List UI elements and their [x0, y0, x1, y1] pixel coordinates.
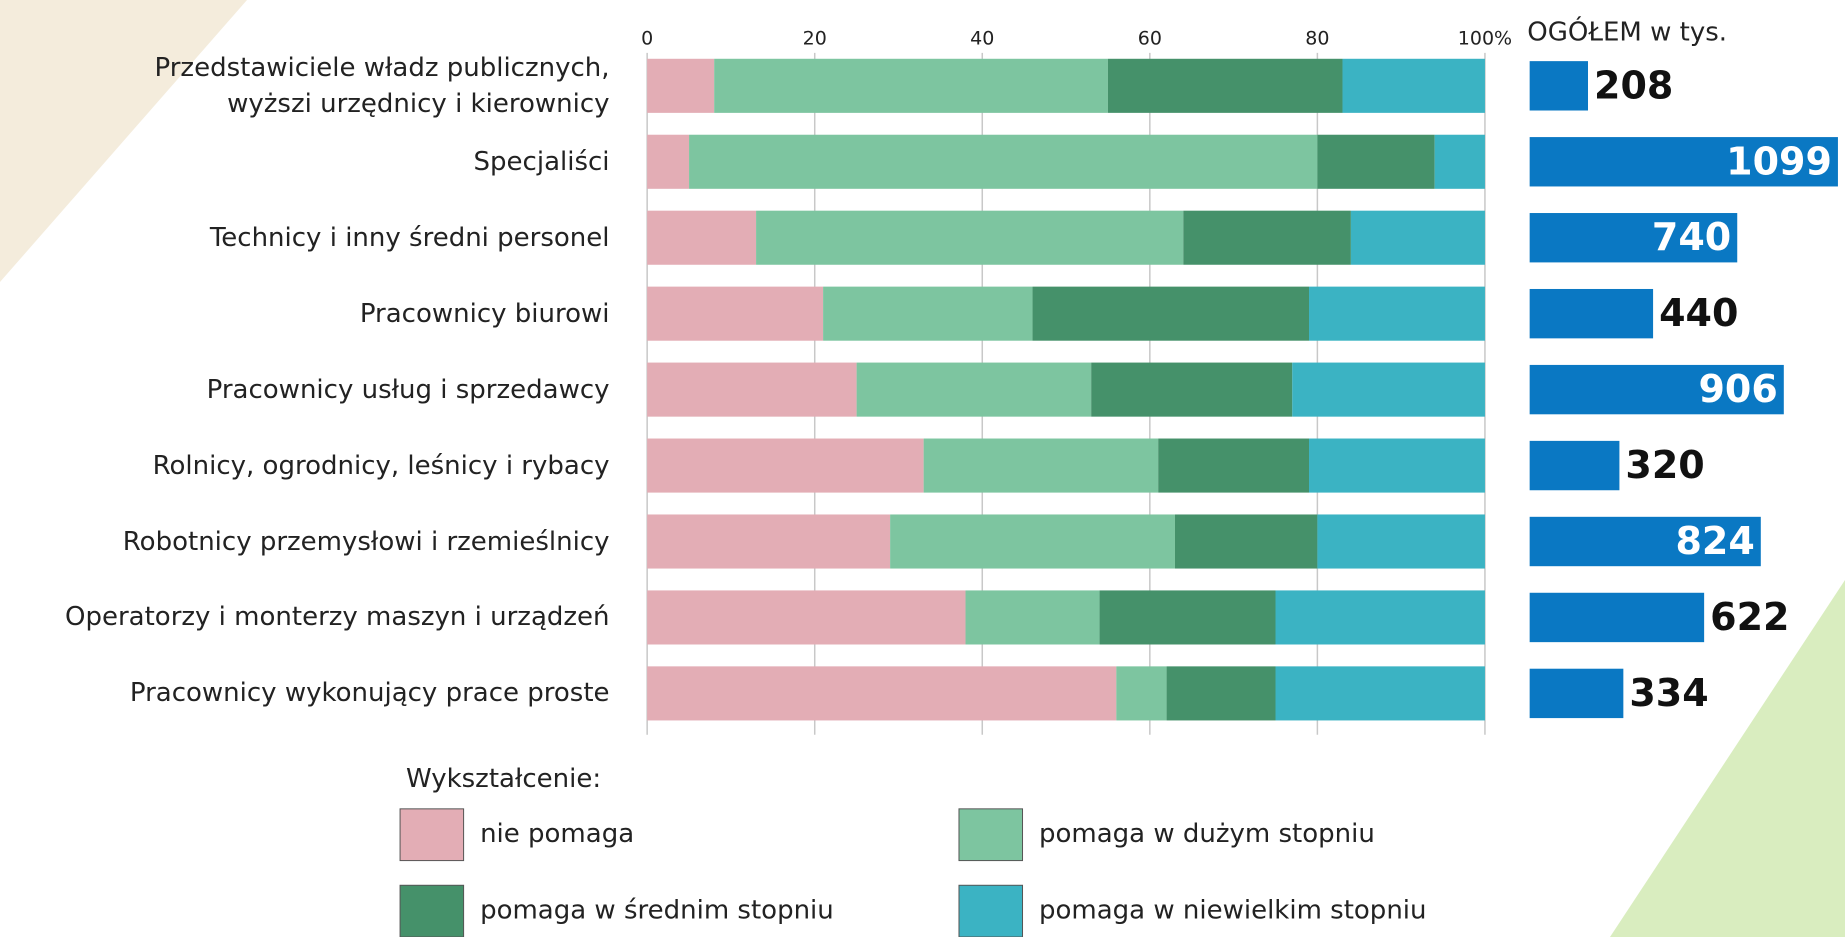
- bar-segment: [823, 287, 1032, 341]
- bar-segment: [1158, 439, 1309, 493]
- bar-segment: [756, 211, 1183, 265]
- total-bar: [1530, 593, 1704, 642]
- bar-segment: [1108, 59, 1343, 113]
- bar-segment: [966, 590, 1100, 644]
- category-label: Robotnicy przemysłowi i rzemieślnicy: [123, 524, 610, 560]
- bar-segment: [1435, 135, 1485, 189]
- legend-swatch: [400, 809, 464, 861]
- bar-segment: [689, 135, 1317, 189]
- bar-segment: [924, 439, 1159, 493]
- bar-segment: [1091, 363, 1292, 417]
- bar-segment: [714, 59, 1108, 113]
- category-label: Operatorzy i monterzy maszyn i urządzeń: [65, 599, 610, 635]
- bar-segment: [647, 514, 890, 568]
- bar-segment: [1116, 666, 1166, 720]
- legend-swatch: [959, 809, 1023, 861]
- category-label: Pracownicy usług i sprzedawcy: [207, 372, 610, 408]
- bar-segment: [647, 666, 1116, 720]
- bar-segment: [1275, 590, 1484, 644]
- x-tick-label: 40: [970, 27, 994, 49]
- legend-swatch: [400, 885, 464, 937]
- category-label: Rolnicy, ogrodnicy, leśnicy i rybacy: [153, 448, 610, 484]
- total-label: 622: [1710, 595, 1789, 639]
- bar-segment: [1167, 666, 1276, 720]
- legend-label: nie pomaga: [480, 819, 634, 849]
- bar-segment: [647, 287, 823, 341]
- x-tick-label: 80: [1305, 27, 1329, 49]
- legend-label: pomaga w dużym stopniu: [1039, 819, 1375, 849]
- total-label: 208: [1594, 63, 1673, 107]
- bar-segment: [647, 211, 756, 265]
- legend-swatch: [959, 885, 1023, 937]
- total-bar: [1530, 289, 1653, 338]
- category-label: Technicy i inny średni personel: [210, 220, 610, 256]
- bar-segment: [1309, 287, 1485, 341]
- bar-segment: [1317, 135, 1434, 189]
- bar-segment: [1033, 287, 1309, 341]
- bar-segment: [647, 59, 714, 113]
- total-label: 906: [1698, 367, 1777, 411]
- total-label: 1099: [1726, 139, 1832, 183]
- bar-segment: [1175, 514, 1317, 568]
- category-label: Pracownicy biurowi: [360, 296, 610, 332]
- page: 0 20 40 60 80 100% OGÓŁEM w tys. 208 1099 740 440 9…: [0, 0, 1845, 937]
- total-bar: [1530, 441, 1620, 490]
- bar-segment: [1275, 666, 1484, 720]
- bar-segment: [1343, 59, 1485, 113]
- bar-segment: [857, 363, 1092, 417]
- category-label: Pracownicy wykonujący prace proste: [130, 675, 610, 711]
- bar-segment: [647, 590, 965, 644]
- total-label: 334: [1629, 671, 1708, 715]
- total-label: 824: [1675, 519, 1754, 563]
- bar-segment: [1317, 514, 1485, 568]
- x-tick-label: 20: [803, 27, 827, 49]
- bar-segment: [1183, 211, 1351, 265]
- bar-segment: [647, 135, 689, 189]
- legend-label: pomaga w niewielkim stopniu: [1039, 896, 1427, 926]
- bar-segment: [1292, 363, 1485, 417]
- total-label: 320: [1625, 443, 1704, 487]
- x-tick-label: 100%: [1458, 27, 1512, 49]
- total-label: 440: [1659, 291, 1738, 335]
- total-label: 740: [1652, 215, 1731, 259]
- bar-segment: [1100, 590, 1276, 644]
- bar-segment: [647, 363, 856, 417]
- bar-segment: [1351, 211, 1485, 265]
- legend-label: pomaga w średnim stopniu: [480, 896, 834, 926]
- category-label: Specjaliści: [474, 144, 610, 180]
- total-bar: [1530, 669, 1624, 718]
- x-tick-label: 0: [641, 27, 653, 49]
- totals-title: OGÓŁEM w tys.: [1527, 15, 1727, 47]
- x-tick-label: 60: [1138, 27, 1162, 49]
- bar-segment: [890, 514, 1175, 568]
- category-label: Przedstawiciele władz publicznych, wyższ…: [155, 50, 610, 122]
- legend-title: Wykształcenie:: [406, 764, 601, 794]
- bar-segment: [1309, 439, 1485, 493]
- total-bar: [1530, 61, 1588, 110]
- bar-segment: [647, 439, 923, 493]
